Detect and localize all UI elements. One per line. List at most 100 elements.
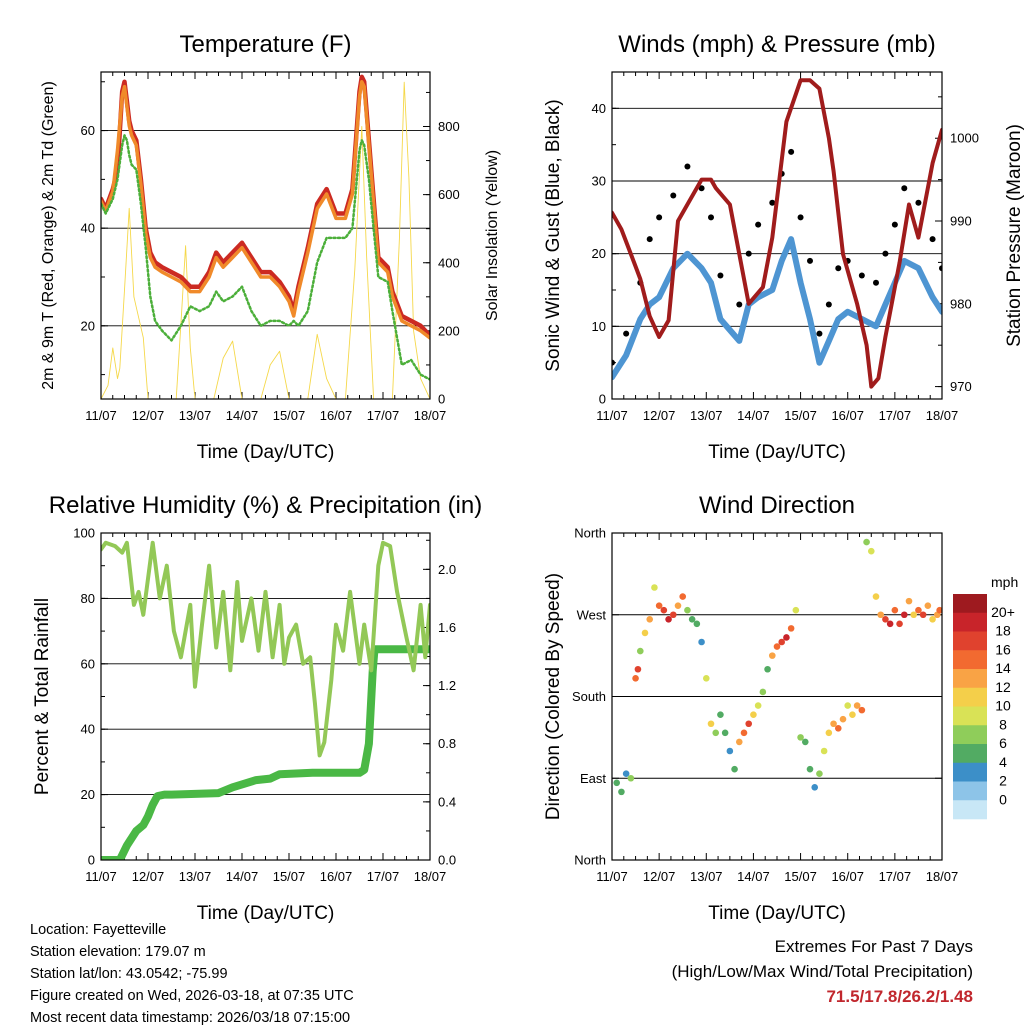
direction-point bbox=[613, 779, 621, 787]
gust-point bbox=[891, 221, 898, 228]
extremes-title: Extremes For Past 7 Days bbox=[774, 937, 973, 956]
direction-point bbox=[745, 720, 753, 728]
direction-point bbox=[820, 747, 828, 755]
gust-point bbox=[698, 185, 705, 192]
direction-point bbox=[858, 706, 866, 714]
y-right-tick-label: 2.0 bbox=[438, 562, 456, 577]
x-tick-label: 16/07 bbox=[831, 869, 864, 884]
direction-point bbox=[801, 738, 809, 746]
plot-frame bbox=[100, 71, 431, 400]
colorbar-label: 12 bbox=[995, 679, 1011, 695]
colorbar-label: 8 bbox=[999, 716, 1007, 732]
x-axis-label: Time (Day/UTC) bbox=[708, 903, 846, 924]
y-tick-label: 40 bbox=[81, 722, 95, 737]
direction-point bbox=[900, 611, 908, 619]
extremes-box: Extremes For Past 7 Days (High/Low/Max W… bbox=[672, 934, 973, 1009]
direction-point bbox=[877, 611, 885, 619]
y-tick-label: 40 bbox=[592, 101, 606, 116]
direction-point bbox=[717, 711, 724, 718]
gust-point bbox=[623, 330, 630, 337]
gust-point bbox=[708, 214, 714, 221]
y-axis-label: Sonic Wind & Gust (Blue, Black) bbox=[543, 99, 564, 371]
direction-point bbox=[655, 602, 663, 609]
y-right-tick-label: 0 bbox=[438, 392, 445, 407]
direction-point bbox=[641, 629, 649, 637]
y-right-tick-label: 980 bbox=[950, 296, 972, 311]
x-tick-label: 15/07 bbox=[273, 408, 306, 423]
gust-point bbox=[915, 199, 922, 206]
station-pressure-line bbox=[612, 78, 942, 389]
chart-title: Wind Direction bbox=[699, 492, 855, 519]
gust-point bbox=[684, 163, 691, 170]
plot-frame bbox=[611, 532, 943, 861]
direction-point bbox=[773, 643, 781, 650]
x-tick-label: 17/07 bbox=[879, 408, 912, 423]
relative-humidity-line bbox=[101, 540, 430, 758]
y-tick-label: 100 bbox=[73, 526, 95, 541]
x-tick-label: 16/07 bbox=[831, 408, 864, 423]
y-right-tick-label: 1000 bbox=[950, 131, 979, 146]
y-tick-label: 20 bbox=[592, 246, 606, 261]
y-right-tick-label: 0.8 bbox=[438, 736, 456, 751]
x-tick-label: 11/07 bbox=[596, 408, 628, 423]
chart-title: Relative Humidity (%) & Precipitation (i… bbox=[49, 492, 482, 519]
x-tick-label: 18/07 bbox=[414, 869, 447, 884]
latlon-text: Station lat/lon: 43.0542; -75.99 bbox=[30, 966, 228, 982]
y-tick-label: East bbox=[580, 771, 606, 786]
x-tick-label: 16/07 bbox=[320, 408, 353, 423]
y-tick-label: 80 bbox=[81, 591, 95, 606]
direction-point bbox=[839, 715, 847, 723]
gust-point bbox=[835, 265, 842, 272]
y-tick-label: 40 bbox=[81, 221, 95, 236]
y-right-tick-label: 990 bbox=[950, 214, 972, 229]
direction-point bbox=[806, 765, 814, 773]
colorbar-swatch bbox=[953, 612, 987, 632]
direction-point bbox=[929, 615, 936, 623]
gust-point bbox=[939, 265, 942, 272]
plot-frame bbox=[611, 71, 943, 400]
direction-point bbox=[731, 765, 738, 773]
direction-point bbox=[651, 584, 658, 591]
y-right-tick-label: 600 bbox=[438, 187, 460, 202]
direction-point bbox=[924, 602, 932, 609]
direction-point bbox=[936, 606, 942, 614]
x-tick-label: 14/07 bbox=[737, 869, 770, 884]
direction-point bbox=[882, 615, 889, 623]
direction-point bbox=[679, 593, 687, 600]
direction-point bbox=[872, 593, 880, 600]
direction-point bbox=[660, 606, 668, 614]
direction-point bbox=[698, 638, 705, 646]
x-tick-label: 17/07 bbox=[367, 408, 400, 423]
elevation-text: Station elevation: 179.07 m bbox=[30, 944, 206, 960]
chart-title: Temperature (F) bbox=[179, 31, 351, 58]
direction-point bbox=[787, 625, 795, 632]
y-tick-label: 60 bbox=[81, 123, 95, 138]
direction-point bbox=[669, 611, 677, 619]
colorbar-label: 2 bbox=[999, 773, 1007, 789]
colorbar-label: 10 bbox=[995, 698, 1011, 714]
direction-point bbox=[740, 729, 748, 737]
y-right-tick-label: 970 bbox=[950, 379, 972, 394]
direction-point bbox=[915, 606, 922, 614]
colorbar-swatch bbox=[953, 781, 987, 801]
direction-point bbox=[712, 729, 720, 737]
direction-point bbox=[702, 675, 710, 682]
direction-point bbox=[759, 688, 767, 696]
direction-point bbox=[844, 702, 852, 709]
x-tick-label: 16/07 bbox=[320, 869, 353, 884]
x-axis-label: Time (Day/UTC) bbox=[197, 903, 335, 924]
station-info: Location: Fayetteville Station elevation… bbox=[30, 919, 354, 1029]
colorbar-label: 18 bbox=[995, 623, 1011, 639]
gust-point bbox=[745, 250, 752, 257]
y-right-tick-label: 400 bbox=[438, 255, 460, 270]
y-right-axis-label: Solar Insolation (Yellow) bbox=[484, 150, 501, 321]
direction-point bbox=[896, 620, 903, 628]
y-tick-label: 0 bbox=[88, 853, 95, 868]
y-tick-label: 0 bbox=[599, 392, 606, 407]
direction-point bbox=[853, 702, 861, 709]
x-tick-label: 18/07 bbox=[926, 869, 959, 884]
colorbar-swatch bbox=[953, 725, 987, 745]
direction-point bbox=[735, 738, 743, 746]
